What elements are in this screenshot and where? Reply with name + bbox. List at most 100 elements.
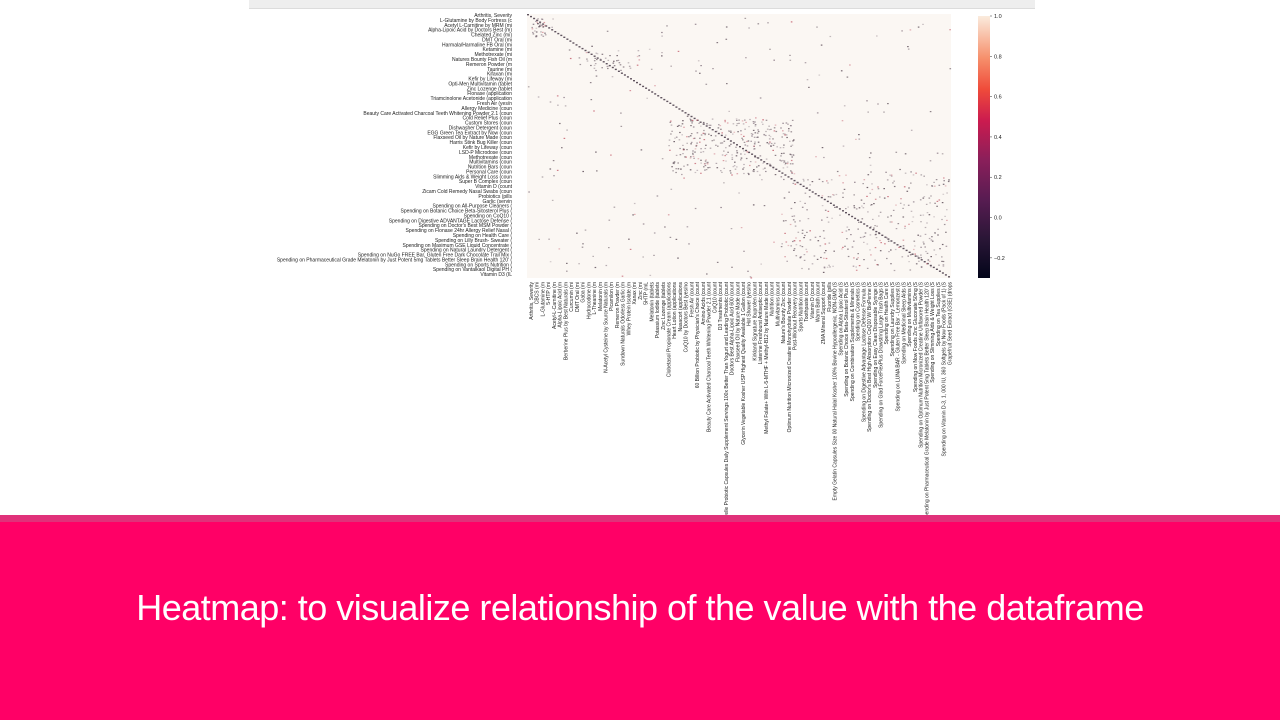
heatmap-cell [829, 266, 831, 268]
heatmap-cell [708, 124, 711, 126]
heatmap-cell [818, 178, 821, 180]
heatmap-column-label: Nutrition (count [770, 281, 776, 316]
heatmap-column-label: Spending on Multivitamins (S [907, 281, 913, 346]
heatmap-cell [784, 174, 787, 176]
heatmap-cell [599, 59, 602, 61]
heatmap-cell [696, 132, 699, 134]
heatmap-cell [586, 60, 589, 62]
heatmap-cell [679, 147, 681, 150]
heatmap-cell [527, 86, 530, 88]
heatmap-cell [927, 259, 930, 261]
heatmap-cell [874, 225, 876, 227]
heatmap-column-label: Spending on Optimum Nutrition Micronized… [919, 281, 925, 448]
heatmap-cell [890, 240, 893, 242]
heatmap-cell [904, 227, 906, 229]
heatmap-cell [699, 141, 701, 143]
heatmap-cell [773, 142, 776, 144]
heatmap-cell [554, 31, 557, 33]
heatmap-cell [894, 248, 897, 251]
heatmap-cell [872, 218, 874, 220]
heatmap-cell [736, 144, 738, 146]
heatmap-cell [639, 83, 642, 86]
heatmap-cell [728, 130, 730, 132]
heatmap-cell [801, 229, 804, 231]
heatmap-cell [653, 254, 655, 256]
heatmap-cell [714, 135, 717, 137]
heatmap-cell [722, 160, 725, 162]
heatmap-cell [713, 139, 715, 141]
heatmap-cell [790, 171, 793, 173]
heatmap-cell [943, 177, 945, 179]
heatmap-cell [692, 126, 695, 128]
heatmap-cell [705, 144, 707, 146]
heatmap-cell [715, 162, 718, 164]
heatmap-cell [671, 166, 673, 168]
heatmap-cell [690, 120, 692, 122]
heatmap-cell [792, 219, 795, 221]
heatmap-cell [935, 254, 937, 256]
heatmap-cell [690, 141, 693, 143]
heatmap-row-label: Allergy Medicine (coun [461, 106, 512, 112]
heatmap-cell [926, 222, 928, 224]
heatmap-cell [717, 145, 719, 147]
slide-content: Arthritis, Severity L-Glutamine by Body F… [249, 0, 1035, 515]
heatmap-cell [556, 95, 559, 97]
heatmap-cell [909, 254, 912, 256]
heatmap-cell [934, 232, 936, 234]
heatmap-cell [759, 155, 762, 157]
heatmap-cell [569, 57, 572, 60]
heatmap-cell [929, 111, 932, 113]
heatmap-cell [928, 197, 931, 199]
heatmap-cell [890, 249, 892, 251]
heatmap-cell [903, 204, 905, 206]
heatmap-cell [633, 80, 635, 82]
heatmap-row-label: Spending on Digestive ADVANTAGE Lactose … [389, 218, 513, 224]
heatmap-cell [863, 235, 866, 238]
heatmap-column-label: Berberine Plus by Best Naturals (m [563, 282, 569, 360]
heatmap-cell [778, 170, 780, 172]
heatmap-row-label: Garlic (servin [483, 199, 513, 205]
heatmap-cell [851, 215, 854, 218]
heatmap-cell [833, 250, 835, 252]
heatmap-cell [791, 171, 793, 173]
heatmap-column-label: Zinc Lozenge (tablets [661, 282, 667, 330]
heatmap-row-label: Alpha-Lipoic Acid by Doctors Best (m) [428, 28, 512, 34]
heatmap-column-label: Arthritis, Severity [529, 282, 535, 320]
heatmap-cell [895, 204, 897, 206]
heatmap-cell [867, 111, 869, 113]
heatmap-cell [596, 58, 598, 61]
heatmap-cell [694, 148, 697, 150]
heatmap-cell [811, 191, 814, 193]
heatmap-cell [601, 67, 603, 69]
heatmap-cell [937, 234, 939, 236]
heatmap-row-label: Harmala/Harmaline FB Oral (mi [442, 42, 512, 48]
heatmap-cell [923, 196, 926, 198]
heatmap-cell [738, 119, 740, 121]
heatmap-cell [936, 205, 938, 207]
heatmap-cell [717, 132, 720, 135]
caption-stripe [0, 515, 1280, 522]
heatmap-column-label: Melatonin (tablets [649, 282, 655, 322]
heatmap-cell [642, 256, 644, 258]
heatmap-cell [622, 66, 625, 68]
heatmap-cell [717, 127, 720, 129]
heatmap-cell [680, 168, 682, 170]
heatmap-cell [828, 264, 830, 266]
heatmap-column-label: Spending on Cosmetics (S [856, 281, 862, 341]
heatmap-cell [904, 153, 907, 155]
heatmap-cell [582, 243, 584, 245]
heatmap-cell [754, 155, 757, 157]
heatmap-cell [749, 276, 752, 278]
heatmap-cell [823, 267, 826, 269]
heatmap-cell [856, 258, 858, 260]
heatmap-column-label: Nature's Bounty Zinc (count [781, 281, 787, 343]
heatmap-cell [791, 172, 793, 174]
heatmap-cell [911, 253, 914, 255]
heatmap-cell [829, 35, 832, 38]
heatmap-column-labels: Arthritis, Severity CBCS (mi L-Glutamine (… [529, 281, 953, 515]
heatmap-cell [911, 221, 914, 223]
heatmap-cell [877, 186, 879, 188]
heatmap-cell [920, 257, 922, 259]
heatmap-cell [893, 242, 896, 244]
heatmap-cell [890, 174, 893, 176]
